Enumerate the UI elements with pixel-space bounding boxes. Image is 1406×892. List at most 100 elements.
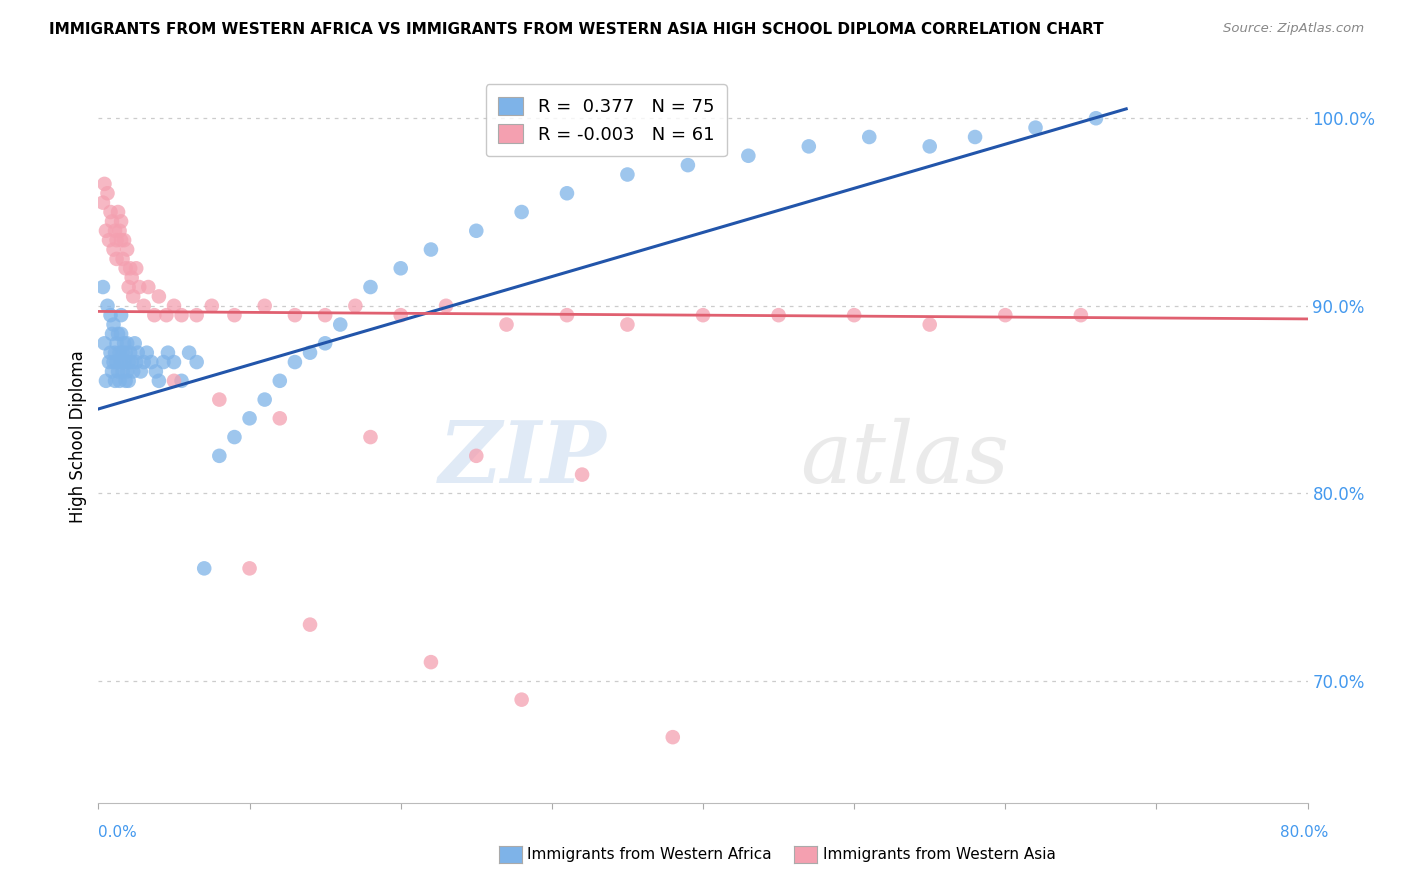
Point xyxy=(103,355,125,369)
Point xyxy=(121,355,143,369)
Point xyxy=(152,355,174,369)
Point xyxy=(163,374,186,388)
Point xyxy=(208,449,231,463)
Point xyxy=(465,449,488,463)
Point xyxy=(115,336,138,351)
Point xyxy=(797,139,820,153)
Point xyxy=(1070,308,1092,322)
Point xyxy=(111,345,134,359)
Point xyxy=(571,467,593,482)
Point xyxy=(179,345,201,359)
Point xyxy=(121,270,143,285)
Text: IMMIGRANTS FROM WESTERN AFRICA VS IMMIGRANTS FROM WESTERN ASIA HIGH SCHOOL DIPLO: IMMIGRANTS FROM WESTERN AFRICA VS IMMIGR… xyxy=(49,22,1104,37)
Point xyxy=(125,261,148,276)
Point xyxy=(110,355,132,369)
Point xyxy=(918,139,941,153)
Point xyxy=(918,318,941,332)
Point xyxy=(253,392,276,407)
Point xyxy=(118,280,141,294)
Point xyxy=(994,308,1017,322)
Point xyxy=(124,336,146,351)
Point xyxy=(103,318,125,332)
Point xyxy=(141,355,163,369)
Point xyxy=(170,374,193,388)
Point xyxy=(105,336,128,351)
Point xyxy=(100,308,122,322)
Point xyxy=(105,252,128,266)
Point xyxy=(661,730,683,744)
Text: 80.0%: 80.0% xyxy=(1281,825,1329,840)
Point xyxy=(360,430,382,444)
Point xyxy=(104,224,127,238)
Point xyxy=(136,280,159,294)
Point xyxy=(104,345,127,359)
Point xyxy=(105,233,128,247)
Point xyxy=(107,364,129,378)
Point xyxy=(465,224,488,238)
Point xyxy=(100,345,122,359)
Point xyxy=(115,364,138,378)
Point xyxy=(510,692,533,706)
Point xyxy=(118,374,141,388)
Point xyxy=(186,308,208,322)
Point xyxy=(224,430,246,444)
Point xyxy=(163,299,186,313)
Text: Immigrants from Western Africa: Immigrants from Western Africa xyxy=(527,847,772,862)
Point xyxy=(93,177,115,191)
Point xyxy=(155,308,177,322)
Point xyxy=(96,186,118,201)
Point xyxy=(112,355,135,369)
Point xyxy=(120,261,142,276)
Point xyxy=(284,308,307,322)
Point xyxy=(132,355,155,369)
Point xyxy=(156,345,179,359)
Point xyxy=(239,561,262,575)
Point xyxy=(420,655,443,669)
Point xyxy=(844,308,866,322)
Point xyxy=(148,289,170,303)
Point xyxy=(100,205,122,219)
Point xyxy=(107,326,129,341)
Point xyxy=(91,195,114,210)
Point xyxy=(98,355,121,369)
Point xyxy=(143,308,166,322)
Point xyxy=(965,130,987,145)
Text: Source: ZipAtlas.com: Source: ZipAtlas.com xyxy=(1223,22,1364,36)
Point xyxy=(114,374,136,388)
Point xyxy=(118,355,141,369)
Point xyxy=(253,299,276,313)
Point xyxy=(105,355,128,369)
Point xyxy=(114,261,136,276)
Point xyxy=(122,364,145,378)
Point xyxy=(135,345,157,359)
Point xyxy=(299,617,322,632)
Point xyxy=(111,364,134,378)
Point xyxy=(112,336,135,351)
Point xyxy=(120,345,142,359)
Point xyxy=(314,308,336,322)
Point xyxy=(103,243,125,257)
Point xyxy=(104,374,127,388)
Point xyxy=(110,233,132,247)
Text: 0.0%: 0.0% xyxy=(98,825,138,840)
Point xyxy=(98,233,121,247)
Point xyxy=(299,345,322,359)
Point xyxy=(737,149,759,163)
Point xyxy=(269,411,291,425)
Point xyxy=(434,299,457,313)
Point xyxy=(110,326,132,341)
Point xyxy=(93,336,115,351)
Point xyxy=(284,355,307,369)
Point xyxy=(858,130,880,145)
Legend: R =  0.377   N = 75, R = -0.003   N = 61: R = 0.377 N = 75, R = -0.003 N = 61 xyxy=(485,84,727,156)
Point xyxy=(108,374,131,388)
Point xyxy=(555,186,578,201)
Point xyxy=(201,299,224,313)
Point xyxy=(170,308,193,322)
Point xyxy=(314,336,336,351)
Point xyxy=(129,364,152,378)
Y-axis label: High School Diploma: High School Diploma xyxy=(69,351,87,524)
Point xyxy=(127,345,149,359)
Point xyxy=(360,280,382,294)
Point xyxy=(768,308,790,322)
